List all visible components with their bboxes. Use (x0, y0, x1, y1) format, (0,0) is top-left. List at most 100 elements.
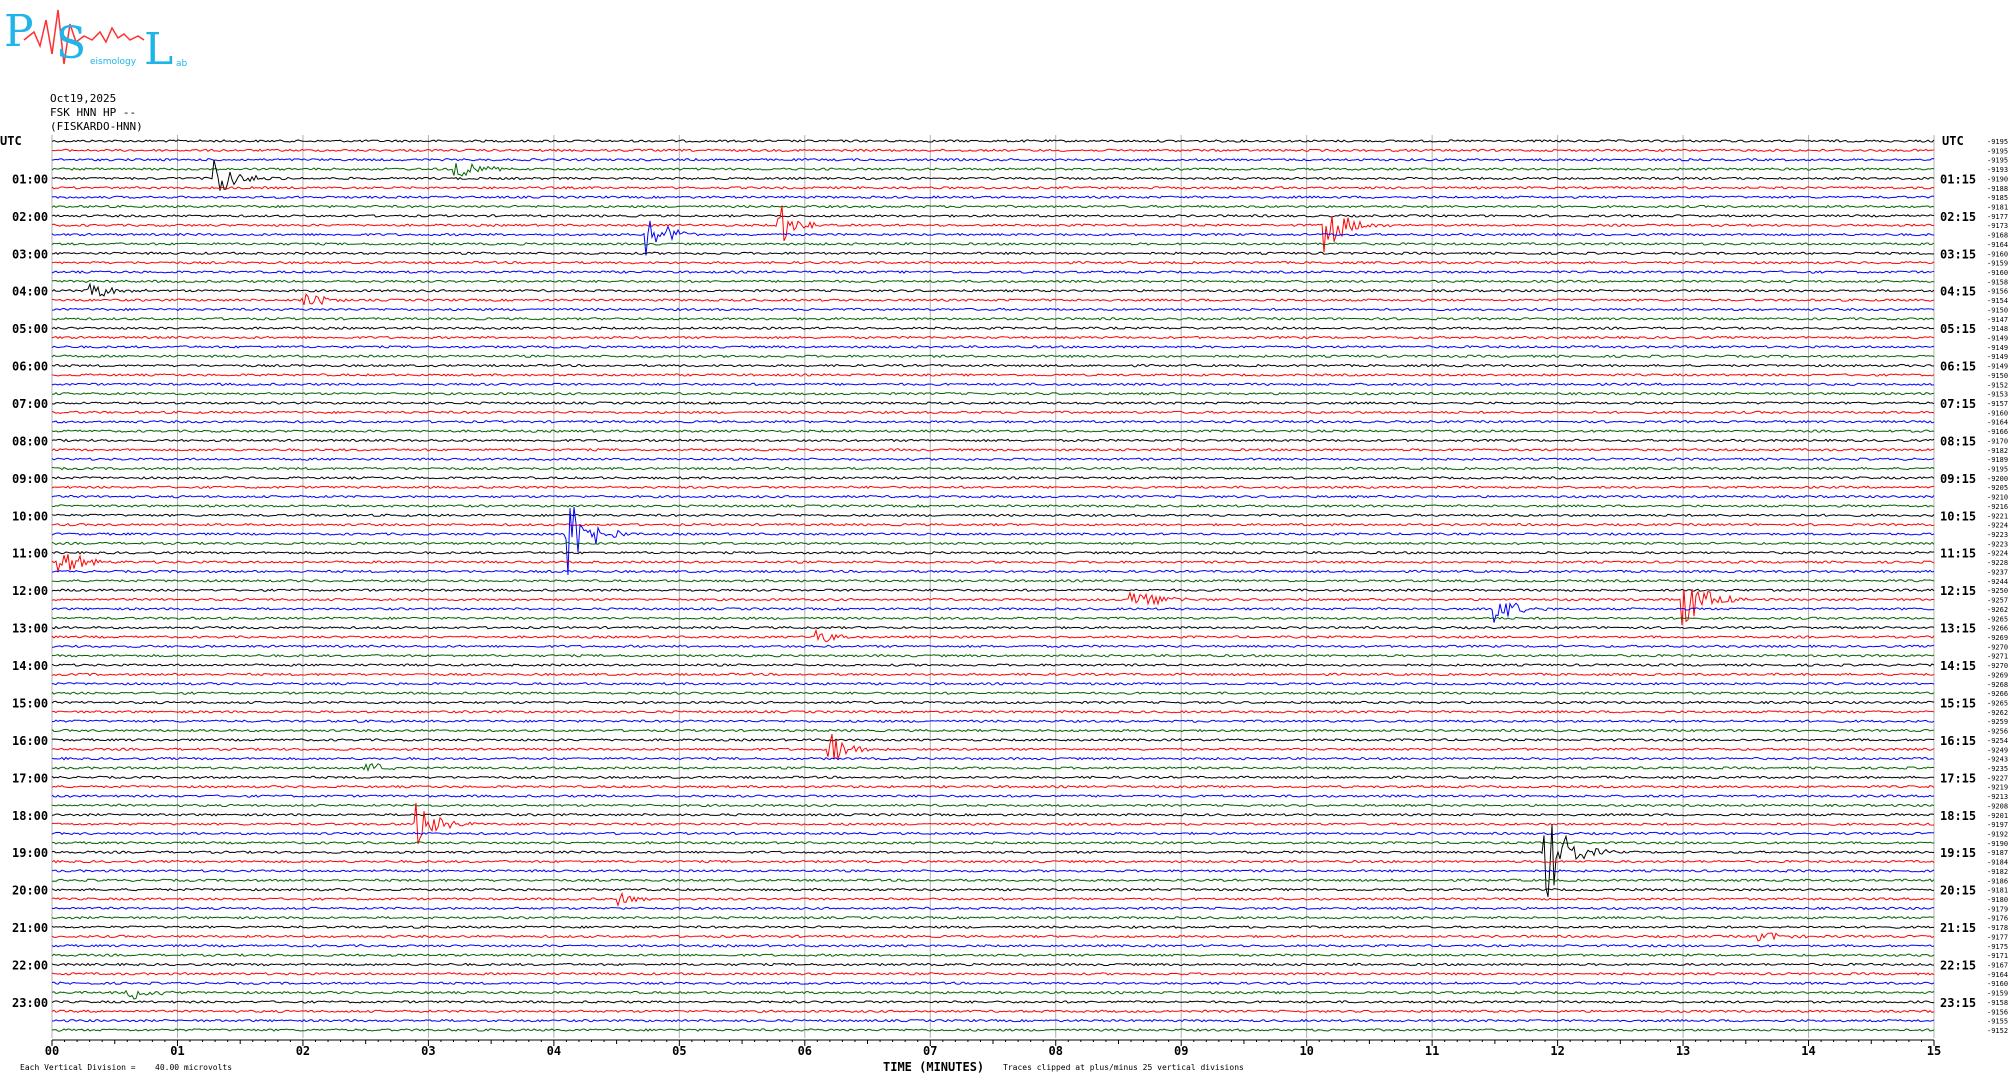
trace-offset-label: -9160 (1987, 269, 2008, 277)
trace-line (51, 803, 1935, 808)
scale-value: 40.00 microvolts (155, 1063, 232, 1072)
trace-offset-label: -9177 (1987, 933, 2008, 941)
axis-labels: 00 01 02 03 04 05 06 07 08 09 10 11 12 13 14 15-9195-91… (0, 134, 2008, 1074)
trace-line (51, 162, 1935, 177)
left-time-label: 08:00 (12, 434, 48, 448)
trace-offset-label: -9147 (1987, 316, 2008, 324)
trace-offset-label: -9249 (1987, 746, 2008, 754)
trace-line (51, 972, 1935, 976)
right-time-label: 21:15 (1940, 921, 1976, 935)
trace-offset-label: -9164 (1987, 241, 2008, 249)
right-time-label: 13:15 (1940, 622, 1976, 636)
trace-offset-label: -9243 (1987, 756, 2008, 764)
trace-offset-label: -9157 (1987, 400, 2008, 408)
trace-line (51, 588, 1935, 626)
logo-letter-l: L (144, 24, 173, 70)
right-time-label: 06:15 (1940, 360, 1976, 374)
trace-line (51, 831, 1935, 836)
left-time-label: 18:00 (12, 809, 48, 823)
trace-offset-label: -9152 (1987, 1027, 2008, 1035)
trace-offset-label: -9228 (1987, 559, 2008, 567)
trace-line (51, 354, 1935, 359)
x-tick-label: 12 (1550, 1044, 1564, 1058)
trace-line (51, 756, 1935, 761)
left-time-label: 07:00 (12, 397, 48, 411)
trace-line (51, 157, 1935, 162)
trace-offset-label: -9254 (1987, 737, 2008, 745)
left-time-label: 22:00 (12, 958, 48, 972)
trace-line (51, 410, 1935, 415)
trace-offset-label: -9244 (1987, 578, 2008, 586)
right-time-label: 02:15 (1940, 210, 1976, 224)
left-time-label: 06:00 (12, 360, 48, 374)
trace-line (51, 282, 1935, 297)
right-time-label: 16:15 (1940, 734, 1976, 748)
trace-offset-label: -9159 (1987, 260, 2008, 268)
left-time-label: 19:00 (12, 846, 48, 860)
trace-offset-label: -9158 (1987, 278, 2008, 286)
trace-line (51, 139, 1935, 143)
right-time-label: 03:15 (1940, 247, 1976, 261)
trace-offset-label: -9164 (1987, 971, 2008, 979)
trace-offset-label: -9268 (1987, 681, 2008, 689)
trace-offset-label: -9195 (1987, 157, 2008, 165)
trace-offset-label: -9205 (1987, 484, 2008, 492)
trace-line (51, 507, 1935, 576)
x-tick-label: 07 (923, 1044, 937, 1058)
trace-line (51, 691, 1935, 695)
trace-offset-label: -9269 (1987, 671, 2008, 679)
left-time-label: 09:00 (12, 472, 48, 486)
trace-offset-label: -9160 (1987, 250, 2008, 258)
trace-line (51, 943, 1935, 948)
trace-offset-label: -9221 (1987, 512, 2008, 520)
left-time-label: 16:00 (12, 734, 48, 748)
trace-offset-label: -9173 (1987, 222, 2008, 230)
trace-line (51, 728, 1934, 733)
trace-offset-label: -9179 (1987, 905, 2008, 913)
trace-line (51, 270, 1935, 274)
trace-offset-label: -9270 (1987, 643, 2008, 651)
trace-offset-label: -9224 (1987, 522, 2008, 530)
trace-offset-label: -9188 (1987, 185, 2008, 193)
trace-line (51, 293, 1935, 306)
trace-line (51, 824, 1935, 898)
trace-offset-label: -9180 (1987, 896, 2008, 904)
trace-offset-label: -9160 (1987, 980, 2008, 988)
trace-offset-label: -9213 (1987, 793, 2008, 801)
trace-offset-label: -9182 (1987, 447, 2008, 455)
trace-line (51, 513, 1935, 518)
right-time-label: 22:15 (1940, 958, 1976, 972)
trace-offset-label: -9186 (1987, 877, 2008, 885)
trace-line (52, 251, 1935, 256)
trace-offset-label: -9149 (1987, 363, 2008, 371)
trace-offset-label: -9197 (1987, 821, 2008, 829)
x-tick-label: 14 (1801, 1044, 1815, 1058)
trace-line (51, 802, 1935, 845)
trace-offset-label: -9178 (1987, 924, 2008, 932)
trace-offset-label: -9266 (1987, 690, 2008, 698)
trace-offset-label: -9158 (1987, 999, 2008, 1007)
trace-line (51, 204, 1935, 209)
x-tick-label: 04 (547, 1044, 561, 1058)
x-tick-label: 06 (798, 1044, 812, 1058)
trace-offset-label: -9182 (1987, 868, 2008, 876)
right-utc-label: UTC (1942, 134, 1964, 148)
trace-line (51, 738, 1934, 742)
trace-offset-label: -9156 (1987, 1008, 2008, 1016)
trace-offset-label: -9181 (1987, 887, 2008, 895)
trace-offset-label: -9190 (1987, 840, 2008, 848)
trace-line (51, 485, 1935, 490)
trace-line (51, 363, 1935, 368)
trace-offset-label: -9250 (1987, 587, 2008, 595)
trace-offset-label: -9189 (1987, 456, 2008, 464)
trace-offset-label: -9168 (1987, 232, 2008, 240)
logo-word-seismology: eismology (90, 57, 137, 67)
trace-offset-label: -9155 (1987, 1018, 2008, 1026)
left-time-label: 15:00 (12, 696, 48, 710)
trace-line (51, 775, 1935, 780)
left-time-label: 21:00 (12, 921, 48, 935)
trace-line (51, 326, 1935, 330)
right-time-label: 08:15 (1940, 434, 1976, 448)
trace-offset-label: -9216 (1987, 503, 2008, 511)
right-time-label: 17:15 (1940, 771, 1976, 785)
